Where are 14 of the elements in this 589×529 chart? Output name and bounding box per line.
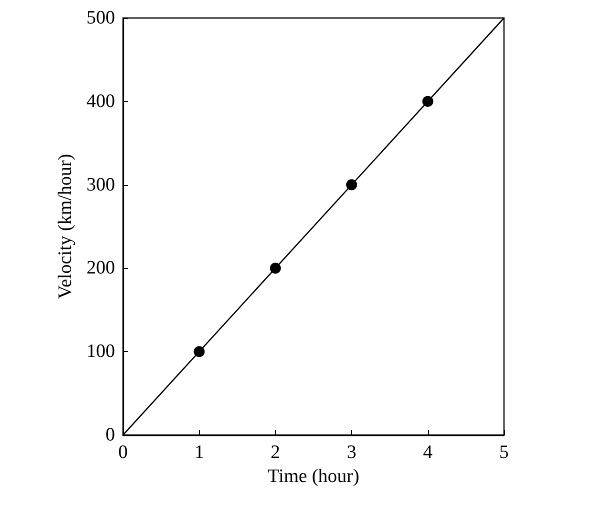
y-tick-label: 500 [86,8,115,28]
y-tick-label: 100 [86,341,115,362]
x-tick-label: 1 [194,442,204,463]
x-tick-label: 0 [118,442,128,463]
y-tick-label: 200 [86,258,115,279]
y-tick-label: 400 [86,90,115,112]
x-tick-label: 2 [270,442,280,463]
x-tick-label: 3 [346,442,356,463]
y-axis-title: Velocity (km/hour) [55,154,76,300]
x-tick-label: 5 [499,442,509,463]
y-tick-label: 300 [86,174,115,196]
x-axis-title: Time (hour) [268,466,360,487]
x-tick-label: 4 [423,442,434,463]
y-tick-label: 0 [106,424,115,446]
